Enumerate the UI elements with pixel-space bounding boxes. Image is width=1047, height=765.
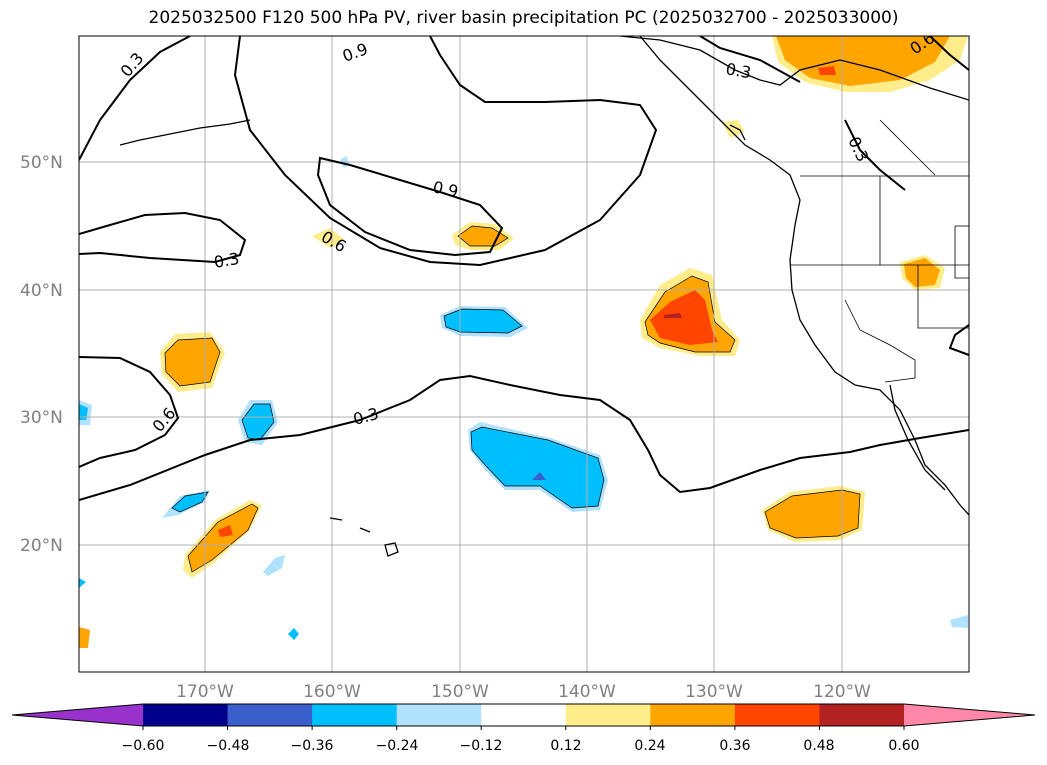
- lat-label: 30°N: [20, 408, 63, 428]
- map-title: 2025032500 F120 500 hPa PV, river basin …: [148, 8, 899, 28]
- colorbar-tick-label: 0.48: [803, 738, 834, 754]
- colorbar-segment: [396, 704, 482, 726]
- colorbar-tick-label: 0.12: [550, 738, 581, 754]
- colorbar-segments: [12, 704, 1035, 726]
- lat-label: 40°N: [20, 281, 63, 301]
- contour-label: 0.3: [724, 59, 752, 82]
- lat-label: 50°N: [20, 153, 63, 173]
- colorbar-segment: [819, 704, 905, 726]
- colorbar-segment: [481, 704, 567, 726]
- pv-contours: [79, 36, 969, 501]
- contour-label: 0.3: [212, 249, 240, 272]
- lon-label: 140°W: [558, 682, 616, 702]
- contour-label: 0.9: [431, 177, 460, 201]
- lon-label: 130°W: [685, 682, 743, 702]
- longitude-labels: 170°W 160°W 150°W 140°W 130°W 120°W: [176, 682, 871, 702]
- state-borders: [790, 119, 969, 383]
- lon-label: 170°W: [176, 682, 234, 702]
- colorbar-tick-label: 0.36: [719, 738, 750, 754]
- map-frame: [78, 35, 970, 673]
- graticule: [79, 36, 969, 672]
- colorbar-ticks: −0.60 −0.48 −0.36 −0.24 −0.12 0.12 0.24 …: [122, 726, 920, 754]
- lon-label: 120°W: [813, 682, 871, 702]
- colorbar: −0.60 −0.48 −0.36 −0.24 −0.12 0.12 0.24 …: [11, 703, 1036, 754]
- colorbar-segment: [734, 704, 820, 726]
- latitude-labels: 50°N 40°N 30°N 20°N: [20, 153, 63, 556]
- precip-anomaly-fills: [79, 36, 968, 648]
- colorbar-segment: [227, 704, 313, 726]
- colorbar-segment: [312, 704, 398, 726]
- precip-anomaly-outlines: [164, 225, 861, 573]
- colorbar-extend-low: [12, 704, 143, 726]
- colorbar-segment: [143, 704, 229, 726]
- lon-label: 160°W: [303, 682, 361, 702]
- colorbar-tick-label: −0.12: [460, 738, 503, 754]
- colorbar-tick-label: −0.60: [122, 738, 165, 754]
- colorbar-tick-label: −0.24: [376, 738, 419, 754]
- lon-label: 150°W: [431, 682, 489, 702]
- colorbar-tick-label: 0.60: [888, 738, 919, 754]
- coastlines: [119, 36, 969, 557]
- colorbar-segment: [650, 704, 736, 726]
- colorbar-tick-label: −0.36: [291, 738, 334, 754]
- lat-label: 20°N: [20, 536, 63, 556]
- colorbar-extend-high: [904, 704, 1035, 726]
- colorbar-tick-label: 0.24: [634, 738, 665, 754]
- map-area: [79, 36, 969, 672]
- colorbar-segment: [565, 704, 651, 726]
- colorbar-tick-label: −0.48: [207, 738, 250, 754]
